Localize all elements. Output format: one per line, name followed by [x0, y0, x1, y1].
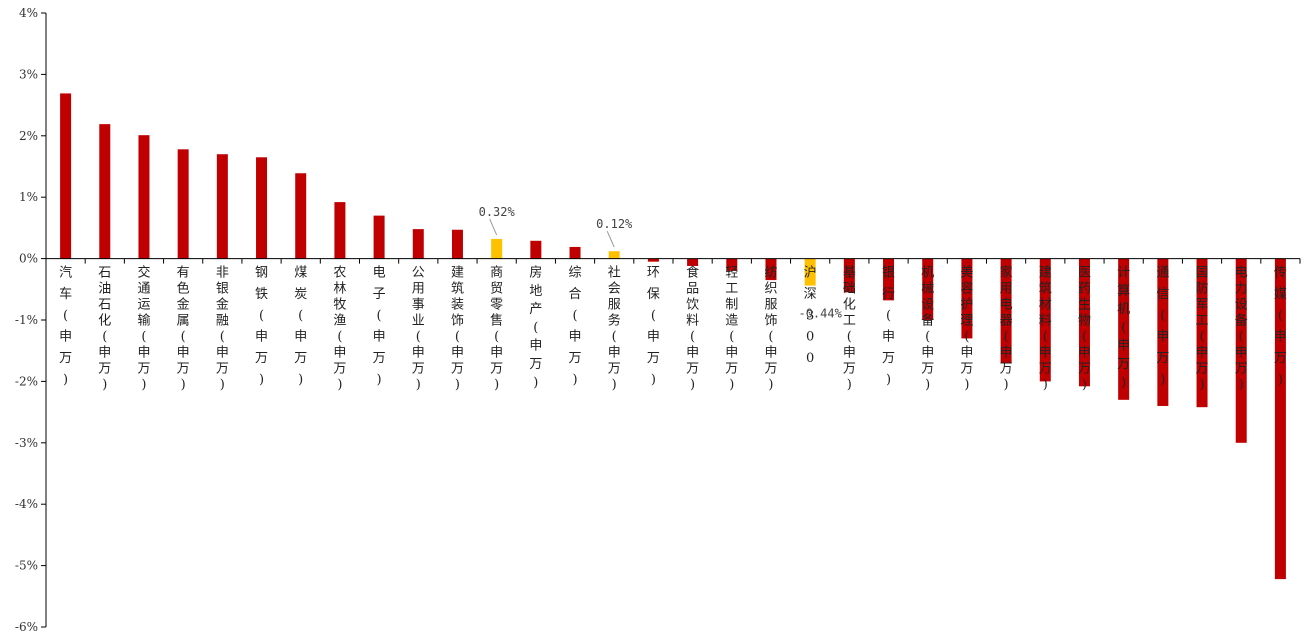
x-tick-label: 传媒(申万) — [1274, 266, 1287, 388]
bar — [451, 229, 463, 259]
data-labels: 0.32% 0.12% -0.44% — [479, 205, 843, 321]
x-tick-label: 纺织服饰(申万) — [764, 266, 777, 393]
data-label: -0.44% — [798, 307, 842, 321]
y-axis: 4% 3% 2% 1% 0% -1% -2% -3% -4% -5% -6% — [15, 6, 47, 634]
bar — [177, 149, 189, 259]
bar — [1196, 258, 1208, 408]
y-tick-label: 4% — [19, 6, 38, 20]
bar — [256, 157, 268, 259]
x-tick-label: 美容护理(申万) — [960, 266, 973, 393]
bar — [138, 135, 150, 259]
bar — [530, 240, 542, 259]
y-tick-label: 1% — [19, 190, 38, 204]
bar — [1274, 258, 1286, 580]
y-tick-label: -2% — [15, 374, 38, 388]
y-tick-label: 2% — [19, 129, 38, 143]
y-tick-label: 0% — [19, 252, 38, 266]
bar — [1078, 258, 1090, 387]
bar — [373, 215, 385, 259]
bar — [334, 202, 346, 259]
x-tick-label: 建筑装饰(申万) — [451, 266, 464, 393]
y-tick-label: -1% — [15, 313, 38, 327]
y-tick-label: 3% — [19, 67, 38, 81]
category-labels: 汽车(申万) 石油石化(申万) 交通运输(申万) 有色金属(申万) 非银金融(申万) 钢铁… — [59, 265, 1287, 393]
x-tick-label: 煤炭(申万) — [294, 266, 307, 388]
x-tick-label: 房地产(申万) — [529, 265, 542, 391]
x-tick-label: 国防军工(申万) — [1196, 266, 1209, 393]
bar — [1039, 258, 1051, 382]
x-tick-label: 轻工制造(申万) — [725, 266, 738, 393]
bars — [60, 93, 1286, 580]
bar — [804, 258, 816, 286]
x-tick-label: 石油石化(申万) — [98, 266, 111, 393]
x-tick-label: 综合(申万) — [569, 266, 582, 388]
x-tick-label: 电力设备(申万) — [1235, 266, 1248, 393]
x-tick-label: 非银金融(申万) — [216, 266, 229, 393]
bar — [1157, 258, 1169, 406]
bar — [216, 154, 228, 259]
x-tick-label: 建筑材料(申万) — [1039, 266, 1052, 393]
bar — [60, 93, 72, 259]
bar — [961, 258, 973, 339]
bar — [843, 258, 855, 293]
y-tick-label: -5% — [15, 559, 38, 573]
x-axis — [45, 258, 1301, 264]
x-tick-label: 计算机(申万) — [1117, 266, 1130, 391]
bar — [883, 258, 895, 301]
bar — [569, 246, 581, 259]
x-tick-label: 医药生物(申万) — [1078, 266, 1091, 393]
x-tick-label: 食品饮料(申万) — [686, 265, 699, 393]
x-tick-label: 基础化工(申万) — [843, 266, 856, 393]
bar — [647, 258, 659, 262]
x-tick-label: 汽车(申万) — [59, 266, 72, 388]
data-label: 0.32% — [479, 205, 516, 219]
x-tick-label: 银行(申万) — [882, 266, 895, 388]
x-tick-label: 交通运输(申万) — [137, 265, 150, 393]
bar — [1235, 258, 1247, 443]
bar — [1000, 258, 1012, 363]
data-label-leader — [606, 231, 615, 248]
bar — [491, 238, 503, 259]
x-tick-label: 家用电器(申万) — [1000, 265, 1013, 393]
x-tick-label: 农林牧渔(申万) — [333, 266, 346, 393]
y-tick-label: -6% — [15, 620, 38, 634]
x-tick-label: 环保(申万) — [647, 266, 660, 388]
bar — [99, 124, 111, 259]
x-tick-label: 商贸零售(申万) — [490, 266, 503, 393]
bar — [726, 258, 738, 271]
x-tick-label: 沪深 3 0 0 — [804, 265, 817, 366]
x-tick-label: 机械设备(申万) — [921, 266, 934, 393]
y-tick-label: -3% — [15, 436, 38, 450]
x-tick-label: 电子(申万) — [373, 266, 386, 388]
bar — [608, 251, 620, 259]
x-tick-label: 公用事业(申万) — [412, 266, 425, 393]
y-tick-label: -4% — [15, 497, 38, 511]
x-tick-label: 社会服务(申万) — [608, 265, 621, 393]
bar — [687, 258, 699, 266]
data-label-leader — [489, 218, 498, 236]
data-label: 0.12% — [596, 217, 633, 231]
bar — [295, 173, 307, 259]
bar — [765, 258, 777, 281]
bar — [922, 258, 934, 320]
x-tick-label: 通信(申万) — [1156, 266, 1169, 388]
x-tick-label: 钢铁(申万) — [255, 266, 268, 388]
x-tick-label: 有色金属(申万) — [177, 266, 190, 393]
bar — [412, 229, 424, 259]
bar — [1118, 258, 1130, 400]
